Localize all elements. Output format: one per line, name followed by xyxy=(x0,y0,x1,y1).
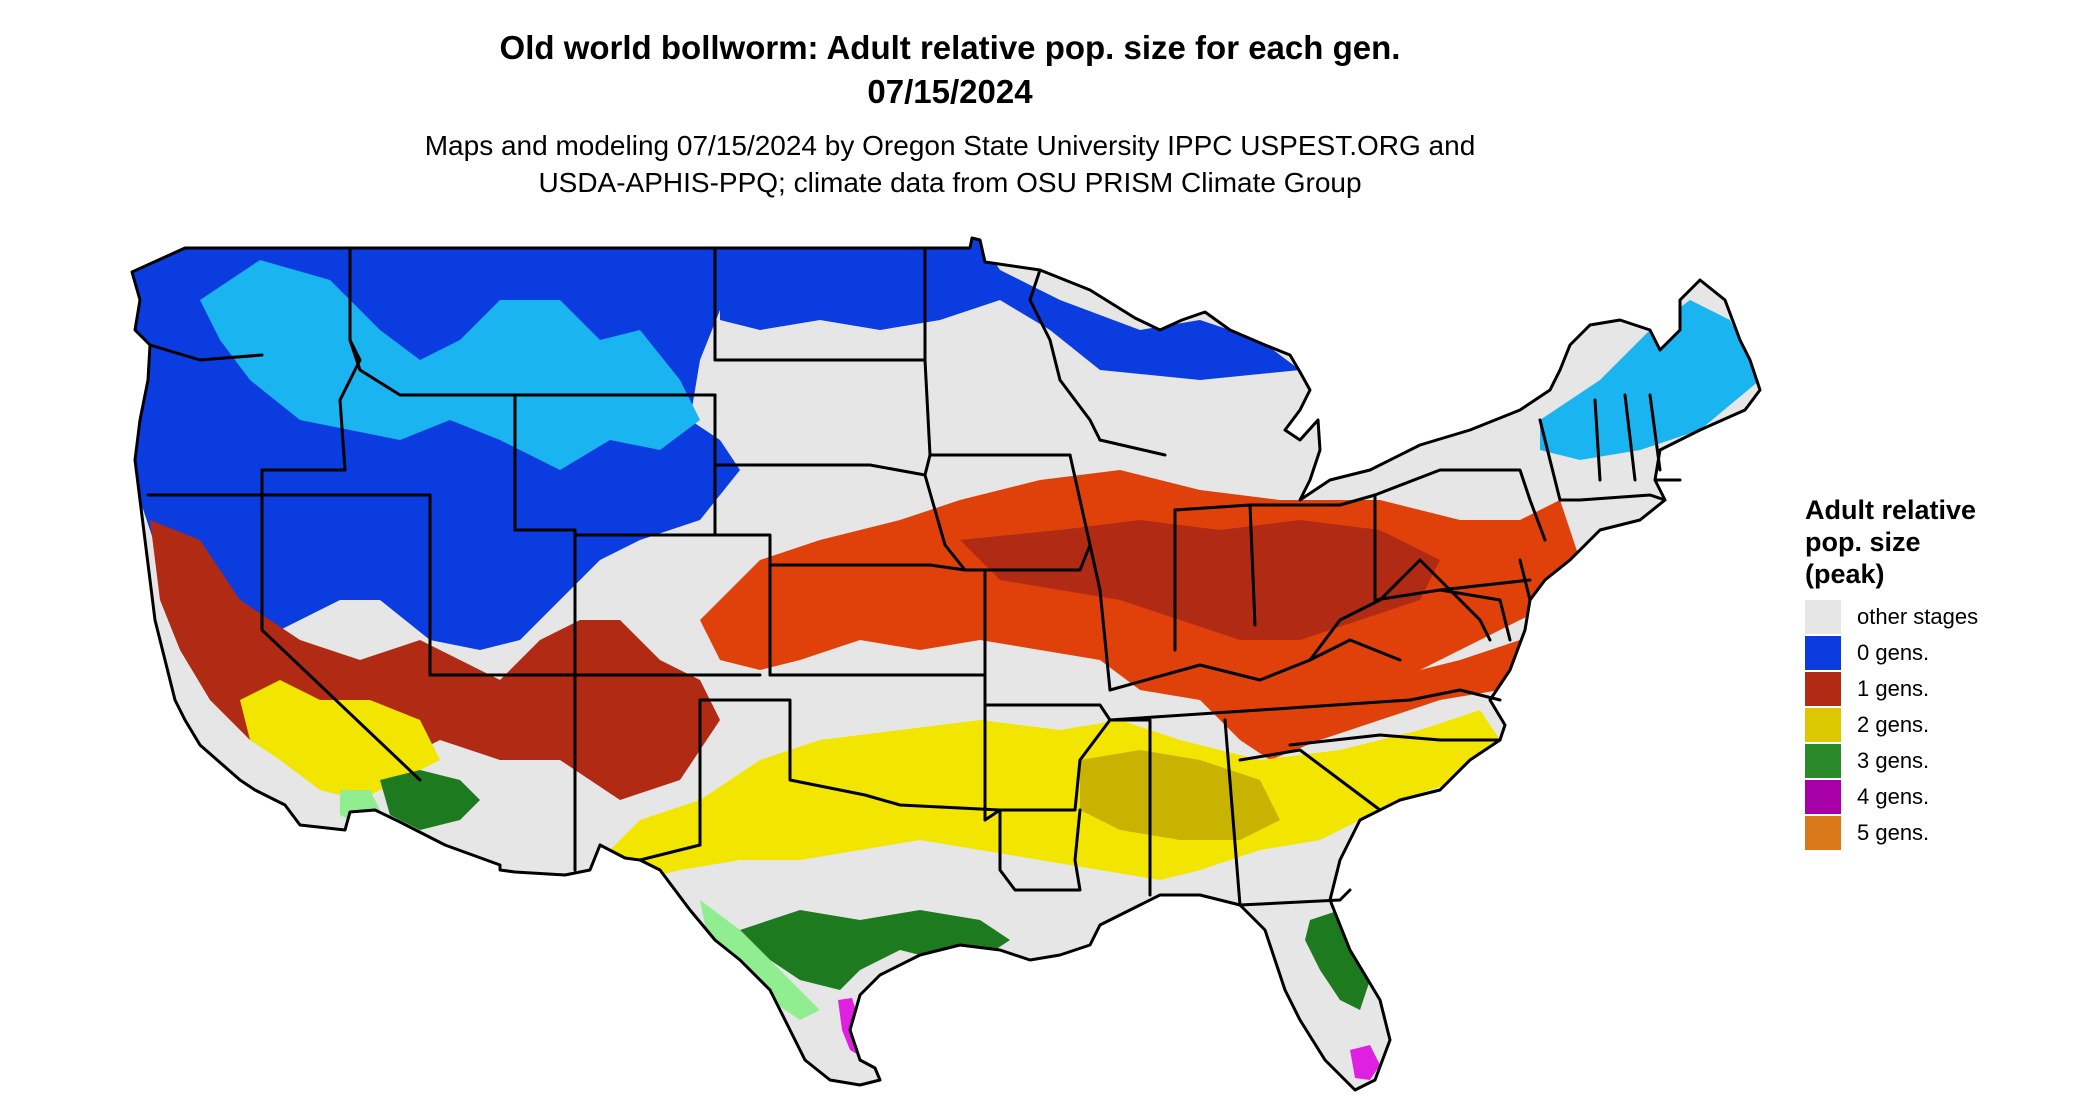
zone-3-gens-light xyxy=(700,900,820,1020)
zone-0-gens-north xyxy=(720,240,1300,380)
zone-2-gens-west xyxy=(240,680,440,800)
map-subtitle-line2: USDA-APHIS-PPQ; climate data from OSU PR… xyxy=(538,167,1362,198)
legend-label: 2 gens. xyxy=(1857,712,1930,737)
legend-label: 3 gens. xyxy=(1857,748,1930,773)
legend-swatch xyxy=(1805,816,1841,850)
legend-label: 4 gens. xyxy=(1857,784,1930,809)
legend-label: 0 gens. xyxy=(1857,640,1930,665)
legend-label: 5 gens. xyxy=(1857,820,1930,845)
legend-title-line: Adult relative xyxy=(1805,495,1977,525)
map-subtitle-line1: Maps and modeling 07/15/2024 by Oregon S… xyxy=(424,130,1476,161)
zone-4-gens-florida xyxy=(1350,1045,1380,1080)
map-title-date: 07/15/2024 xyxy=(867,73,1033,110)
legend-swatch xyxy=(1805,744,1841,778)
legend-title: Adult relative pop. size (peak) xyxy=(1805,494,2065,590)
legend-title-line: pop. size xyxy=(1805,527,1921,557)
state-borders xyxy=(130,236,1762,1092)
legend-label: 1 gens. xyxy=(1857,676,1930,701)
legend-label: other stages xyxy=(1857,604,1979,629)
legend-swatch xyxy=(1805,708,1841,742)
zone-1-gens-dark xyxy=(960,520,1440,640)
legend-swatch xyxy=(1805,672,1841,706)
legend-swatch xyxy=(1805,600,1841,634)
map-title-line1: Old world bollworm: Adult relative pop. … xyxy=(499,29,1401,66)
legend-title-line: (peak) xyxy=(1805,559,1885,589)
zone-3-gens-southwest xyxy=(380,770,480,830)
zone-3-gens-dark xyxy=(740,910,1010,990)
zone-0-gens-light xyxy=(200,260,700,470)
legend-swatch xyxy=(1805,780,1841,814)
legend-swatch xyxy=(1805,636,1841,670)
zone-2-gens xyxy=(600,710,1500,880)
